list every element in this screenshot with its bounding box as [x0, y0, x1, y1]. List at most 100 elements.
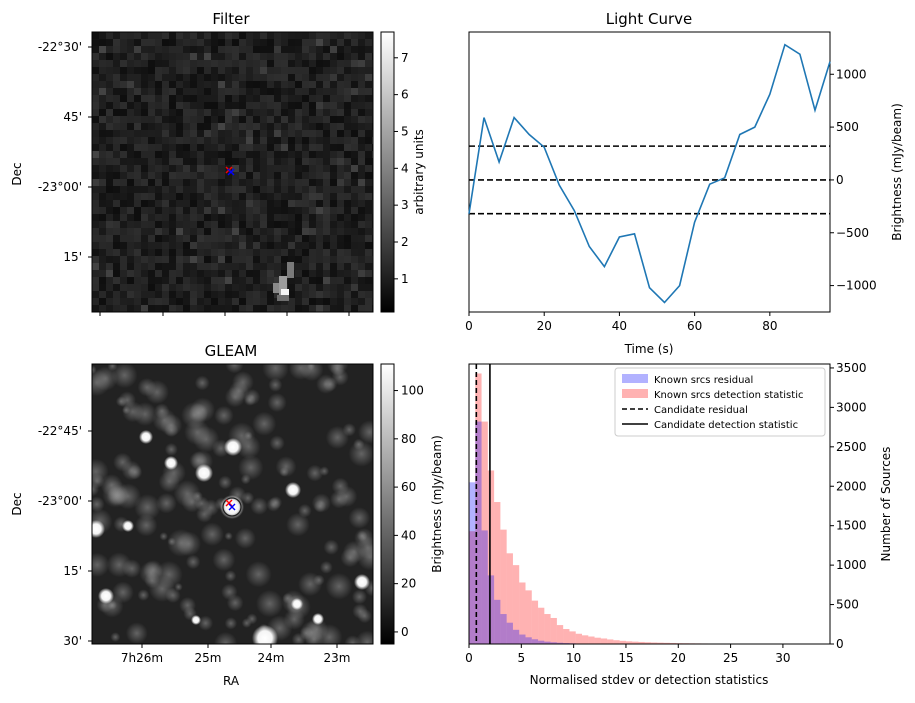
filter-pixel: [295, 88, 302, 95]
filter-pixel: [253, 193, 260, 200]
filter-pixel: [120, 130, 127, 137]
legend-label: Known srcs residual: [654, 375, 753, 386]
gleam-source: [87, 520, 105, 538]
filter-pixel: [358, 123, 365, 130]
histogram-ytick-label: 2000: [836, 479, 867, 493]
filter-pixel: [274, 256, 281, 263]
filter-pixel: [113, 249, 120, 256]
filter-pixel: [211, 32, 218, 39]
filter-pixel: [169, 228, 176, 235]
filter-pixel: [162, 116, 169, 123]
filter-pixel: [148, 39, 155, 46]
filter-pixel: [141, 186, 148, 193]
filter-pixel: [358, 186, 365, 193]
filter-pixel: [253, 137, 260, 144]
filter-pixel: [365, 284, 372, 291]
filter-pixel: [92, 53, 99, 60]
filter-pixel: [232, 214, 239, 221]
filter-pixel: [232, 228, 239, 235]
lightcurve-ytick-label: −1000: [836, 279, 877, 293]
filter-pixel: [141, 284, 148, 291]
filter-pixel: [365, 81, 372, 88]
filter-pixel: [232, 249, 239, 256]
filter-pixel: [295, 305, 302, 312]
filter-pixel: [92, 249, 99, 256]
filter-pixel: [190, 186, 197, 193]
filter-pixel: [253, 263, 260, 270]
filter-pixel: [365, 88, 372, 95]
filter-pixel: [239, 158, 246, 165]
filter-pixel: [197, 32, 204, 39]
filter-pixel: [358, 95, 365, 102]
filter-pixel: [162, 228, 169, 235]
filter-pixel: [183, 39, 190, 46]
filter-pixel: [218, 60, 225, 67]
filter-pixel: [330, 32, 337, 39]
filter-pixel: [267, 123, 274, 130]
filter-pixel: [302, 270, 309, 277]
filter-pixel: [344, 207, 351, 214]
filter-pixel: [204, 123, 211, 130]
filter-pixel: [211, 214, 218, 221]
filter-pixel: [358, 228, 365, 235]
filter-pixel: [197, 291, 204, 298]
filter-pixel: [323, 144, 330, 151]
filter-pixel: [92, 214, 99, 221]
legend-swatch-red: [622, 389, 648, 398]
filter-pixel: [288, 284, 295, 291]
filter-pixel: [246, 270, 253, 277]
filter-pixel: [141, 277, 148, 284]
gleam-xtick-3: 23m: [324, 644, 351, 665]
filter-pixel: [120, 158, 127, 165]
gleam-texture-blob: [218, 476, 232, 490]
filter-pixel: [92, 193, 99, 200]
filter-pixel: [365, 39, 372, 46]
filter-pixel: [120, 81, 127, 88]
filter-pixel: [274, 81, 281, 88]
filter-pixel: [330, 242, 337, 249]
filter-pixel: [323, 270, 330, 277]
filter-pixel: [106, 263, 113, 270]
filter-pixel: [120, 46, 127, 53]
filter-pixel: [183, 130, 190, 137]
filter-pixel: [351, 151, 358, 158]
filter-pixel: [302, 109, 309, 116]
filter-pixel: [218, 207, 225, 214]
filter-pixel: [232, 277, 239, 284]
filter-pixel: [106, 130, 113, 137]
filter-pixel: [155, 88, 162, 95]
filter-pixel: [127, 270, 134, 277]
filter-pixel: [204, 67, 211, 74]
filter-pixel: [330, 200, 337, 207]
filter-pixel: [337, 193, 344, 200]
filter-pixel: [358, 32, 365, 39]
filter-pixel: [190, 270, 197, 277]
filter-pixel: [204, 228, 211, 235]
histogram-xtick-label: 10: [566, 651, 581, 665]
filter-pixel: [120, 235, 127, 242]
filter-pixel: [274, 158, 281, 165]
filter-pixel: [113, 102, 120, 109]
filter-pixel: [113, 263, 120, 270]
filter-pixel: [211, 249, 218, 256]
filter-pixel: [365, 165, 372, 172]
filter-pixel: [302, 130, 309, 137]
filter-pixel: [358, 291, 365, 298]
filter-pixel: [330, 263, 337, 270]
histogram-xtick-label: 20: [671, 651, 686, 665]
filter-pixel: [365, 158, 372, 165]
filter-pixel: [358, 235, 365, 242]
filter-pixel: [148, 81, 155, 88]
filter-pixel: [113, 221, 120, 228]
gleam-texture-blob: [165, 443, 178, 456]
filter-pixel: [141, 32, 148, 39]
filter-pixel: [176, 277, 183, 284]
filter-pixel: [358, 263, 365, 270]
gleam-texture-blob: [232, 371, 254, 393]
filter-pixel: [190, 74, 197, 81]
filter-pixel: [274, 39, 281, 46]
filter-pixel: [323, 158, 330, 165]
filter-pixel: [225, 200, 232, 207]
filter-pixel: [302, 186, 309, 193]
gleam-texture-blob: [159, 471, 180, 492]
